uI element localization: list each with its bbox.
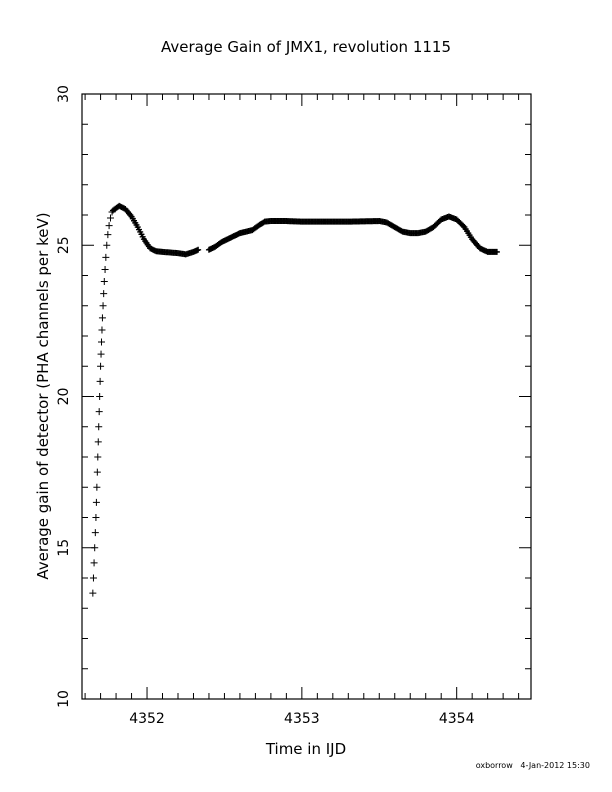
data-point (91, 529, 99, 537)
data-point (97, 350, 105, 358)
data-point (98, 314, 106, 322)
data-point (91, 544, 99, 552)
data-point (103, 241, 111, 249)
y-axis-label: Average gain of detector (PHA channels p… (34, 212, 52, 579)
data-point (94, 438, 102, 446)
x-tick-label: 4352 (129, 711, 165, 727)
y-tick-label: 10 (56, 690, 72, 708)
x-axis-tick-labels: 4352 4353 4354 (129, 711, 474, 727)
data-point (96, 377, 104, 385)
y-tick-label: 20 (56, 388, 72, 406)
data-point (106, 214, 114, 222)
data-point (100, 290, 108, 298)
data-point (99, 302, 107, 310)
x-tick-label: 4353 (284, 711, 320, 727)
data-point (92, 498, 100, 506)
x-axis-ticks (84, 94, 520, 699)
data-point (98, 338, 106, 346)
y-axis-ticks (82, 93, 531, 700)
data-point (100, 278, 108, 286)
x-axis-label: Time in IJD (265, 740, 346, 758)
footer-date: 4-Jan-2012 15:30 (520, 761, 590, 770)
data-point (101, 265, 109, 273)
plot-frame (81, 93, 532, 700)
data-point (493, 248, 500, 255)
data-point (89, 574, 97, 582)
x-tick-label: 4354 (439, 711, 475, 727)
data-point (195, 246, 202, 253)
data-points (89, 202, 500, 597)
data-point (93, 483, 101, 491)
data-point (102, 253, 110, 261)
y-axis-tick-labels: 10 15 20 25 30 (56, 85, 72, 708)
footer-stamp: oxborrow 4-Jan-2012 15:30 (476, 761, 590, 770)
y-tick-label: 25 (56, 236, 72, 254)
data-point (97, 362, 105, 370)
footer-user: oxborrow (475, 761, 513, 770)
chart-title: Average Gain of JMX1, revolution 1115 (161, 38, 451, 56)
data-point (92, 514, 100, 521)
data-point (93, 468, 101, 476)
data-point (90, 559, 98, 567)
data-point (94, 453, 102, 461)
y-tick-label: 30 (56, 85, 72, 103)
data-point (98, 326, 106, 334)
y-tick-label: 15 (56, 539, 72, 557)
data-point (460, 222, 467, 229)
data-point (89, 589, 97, 597)
data-point (96, 393, 104, 400)
data-point (105, 222, 113, 230)
data-point (104, 231, 112, 239)
data-point (95, 408, 103, 416)
data-point (95, 423, 103, 431)
